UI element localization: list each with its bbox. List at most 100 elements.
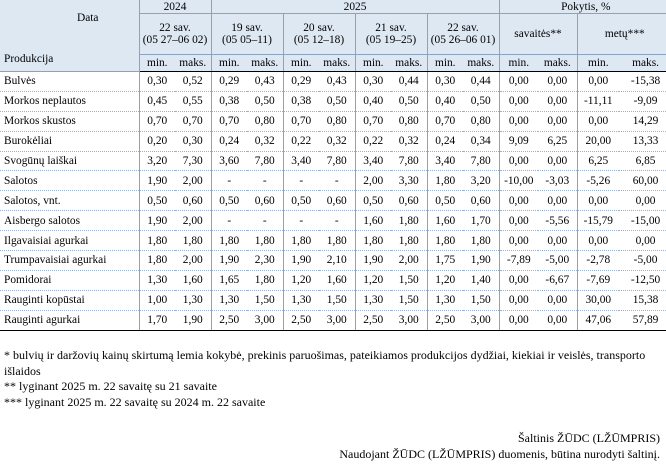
price-cell: 0,00 [498,210,539,232]
product-name: Morkos skustos [0,111,139,132]
price-cell: 1,30 [282,290,319,311]
footnotes: * bulvių ir daržovių kainų skirtumą lemi… [4,348,660,410]
price-cell: 0,30 [354,71,391,92]
price-cell: 0,00 [619,230,666,252]
price-cell: 3,30 [391,170,427,192]
price-cell: 60,00 [619,170,666,192]
min-column-header: min. [354,54,391,72]
price-cell: 1,70 [463,210,500,232]
price-cell: 0,38 [210,91,247,112]
price-cell: - [210,210,247,232]
price-cell: -7,89 [498,250,539,271]
price-cell: 1,80 [282,230,319,252]
price-cell: 0,60 [391,190,427,212]
week-header: 20 sav. (05 12–18) [282,13,355,55]
price-cell: 0,52 [175,71,211,92]
price-cell: 0,00 [498,71,539,92]
product-name: Salotos [0,170,139,192]
price-cell: 1,80 [138,250,175,271]
price-cell: 0,70 [354,111,391,132]
price-cell: 1,80 [391,230,427,252]
price-cell: 6,85 [619,151,666,172]
price-cell: 0,50 [391,91,427,112]
price-cell: -12,50 [619,270,666,291]
price-cell: 0,60 [463,190,500,212]
price-cell: 0,43 [247,71,283,92]
price-cell: 20,00 [576,131,620,152]
price-cell: 1,80 [391,210,427,232]
price-cell: 0,29 [210,71,247,92]
price-cell: 1,30 [354,290,391,311]
min-column-header: min. [210,54,247,72]
price-cell: 2,50 [282,310,319,331]
price-cell: 0,50 [354,190,391,212]
price-cell: 2,00 [175,250,211,271]
price-table: Data Produkcija 2024 2025 Pokytis, % 22 … [0,0,666,331]
corner-header: Data Produkcija [0,0,139,72]
source-usage-note: Naudojant ŽŪDC (LŽŪMPRIS) duomenis, būti… [339,447,660,461]
year-2024-header: 2024 [138,0,211,14]
price-cell: 0,00 [576,190,620,212]
product-name: Bulvės [0,71,139,92]
price-cell: 0,00 [576,71,620,92]
source-label: Šaltinis ŽŪDC (LŽŪMPRIS) [517,431,660,445]
price-cell: 2,00 [175,210,211,232]
table-row: Ilgavaisiai agurkai 1,80 1,80 1,80 1,80 1,80 1… [0,230,666,252]
price-cell: 0,80 [319,111,355,132]
price-cell: -3,03 [538,170,578,192]
price-cell: 0,40 [426,91,463,112]
price-cell: 0,00 [538,91,578,112]
price-cell: 0,24 [426,131,463,152]
price-cell: 0,70 [426,111,463,132]
price-cell: 7,30 [175,151,211,172]
price-cell: -11,11 [576,91,620,112]
price-cell: -5,00 [619,250,666,271]
price-cell: 0,30 [138,71,175,92]
price-cell: 1,00 [138,290,175,311]
price-cell: 3,00 [247,310,283,331]
price-cell: 0,50 [319,91,355,112]
price-cell: 6,25 [576,151,620,172]
price-cell: 0,00 [498,310,539,331]
price-cell: 1,90 [138,210,175,232]
price-cell: 0,22 [354,131,391,152]
price-cell: 2,50 [210,310,247,331]
price-cell: 0,60 [247,190,283,212]
price-cell: 0,44 [391,71,427,92]
price-cell: -5,26 [576,170,620,192]
price-cell: 1,50 [391,290,427,311]
price-cell: 1,50 [247,290,283,311]
price-cell: 1,80 [138,230,175,252]
table-header: Data Produkcija 2024 2025 Pokytis, % 22 … [0,0,666,72]
corner-data-label: Data [76,12,99,24]
yearly-change-header: metų*** [576,13,666,55]
table-row: Rauginti agurkai 1,70 1,90 2,50 3,00 2,50 3,00… [0,310,666,331]
price-cell: 2,10 [319,250,355,271]
price-cell: 1,50 [391,270,427,291]
price-cell: 1,30 [175,290,211,311]
table-row: Salotos 1,90 2,00- - - -2,00 3,30 1,80 3,20 -10,0… [0,170,666,192]
price-cell: 7,80 [319,151,355,172]
max-column-header: maks. [175,54,211,72]
price-cell: -5,56 [538,210,578,232]
footnote: ** lyginant 2025 m. 22 savaitę su 21 sav… [4,379,217,393]
price-cell: 0,70 [282,111,319,132]
price-cell: 0,30 [426,71,463,92]
price-cell: - [210,170,247,192]
price-cell: 1,60 [175,270,211,291]
price-cell: 1,60 [354,210,391,232]
price-cell: 0,22 [282,131,319,152]
table-row: Morkos neplautos 0,45 0,55 0,38 0,50 0,38 0,50… [0,91,666,112]
price-cell: - [282,210,319,232]
price-cell: 0,80 [391,111,427,132]
price-cell: 0,00 [619,190,666,212]
price-cell: 2,30 [247,250,283,271]
product-name: Salotos, vnt. [0,190,139,212]
price-cell: 0,24 [210,131,247,152]
price-cell: 1,40 [463,270,500,291]
max-column-header: maks. [619,54,666,72]
price-cell: 0,43 [319,71,355,92]
table-row: Burokėliai 0,20 0,30 0,24 0,32 0,22 0,32 0,22 0,… [0,131,666,152]
price-cell: 0,00 [576,111,620,132]
